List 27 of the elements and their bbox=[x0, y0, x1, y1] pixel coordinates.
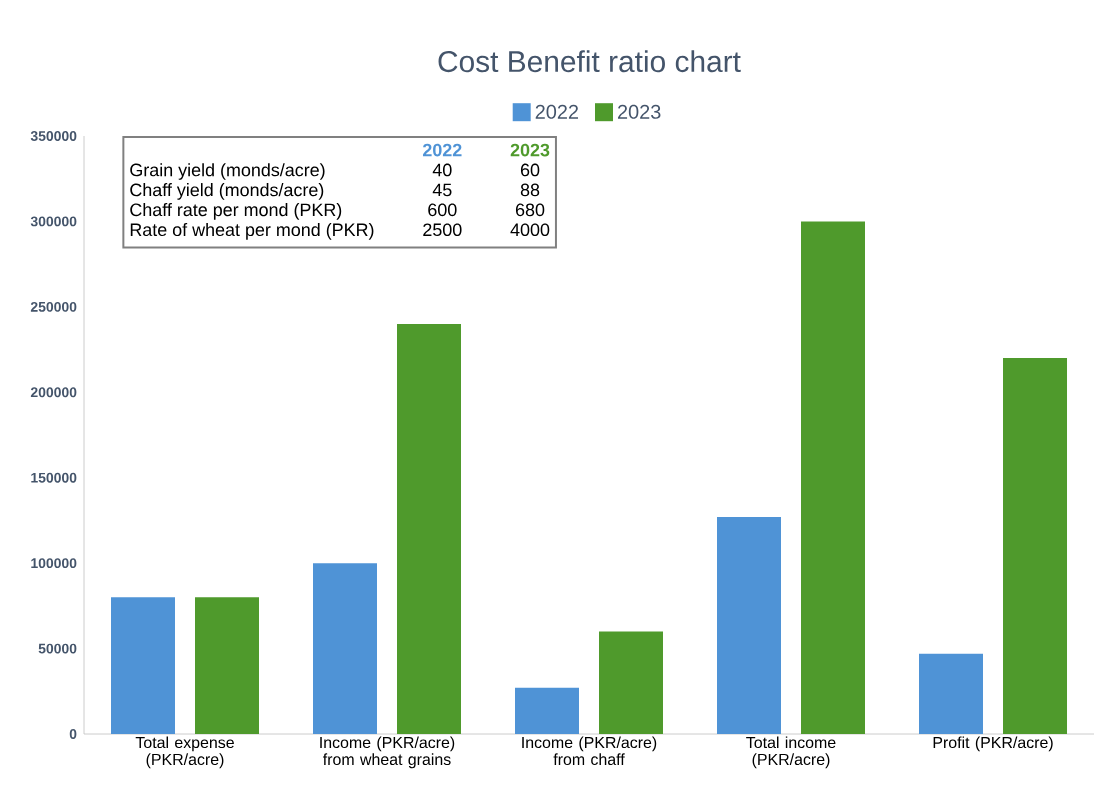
bar bbox=[515, 687, 579, 734]
bar bbox=[195, 597, 259, 734]
bar bbox=[717, 517, 781, 734]
annotation: 2023 bbox=[510, 143, 550, 157]
annotation: 88 bbox=[520, 183, 540, 197]
annotation: 2022 bbox=[422, 143, 462, 157]
bar bbox=[801, 221, 865, 734]
annotation: 600 bbox=[428, 203, 457, 217]
bar bbox=[313, 563, 377, 734]
bar bbox=[919, 653, 983, 734]
annotation: 4000 bbox=[510, 223, 550, 237]
bar bbox=[397, 323, 461, 734]
annotation: Rate of wheat per mond (PKR) bbox=[130, 222, 374, 240]
annotation: Chaff yield (monds/acre) bbox=[130, 183, 324, 200]
chart-title: Cost Benefit ratio chart bbox=[438, 50, 741, 73]
bar bbox=[111, 597, 175, 734]
bar bbox=[599, 631, 663, 734]
annotation: 45 bbox=[432, 183, 452, 197]
annotation: Chaff rate per mond (PKR) bbox=[130, 203, 342, 220]
bar bbox=[1003, 358, 1068, 734]
legend-label: 2022 bbox=[535, 104, 579, 119]
annotation: 2500 bbox=[423, 223, 462, 237]
annotation: 40 bbox=[432, 163, 452, 177]
legend-label: 2023 bbox=[617, 104, 661, 119]
annotation: 680 bbox=[515, 203, 545, 217]
annotation: Grain yield (monds/acre) bbox=[130, 163, 325, 180]
annotation: 60 bbox=[520, 163, 540, 177]
